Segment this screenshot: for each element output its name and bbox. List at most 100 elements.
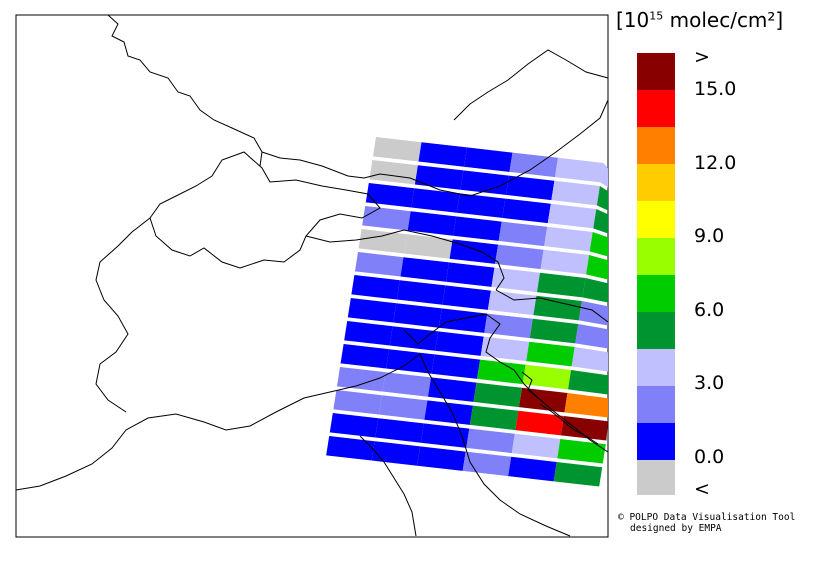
swath-pixel: [396, 280, 446, 305]
swath-pixel: [347, 298, 397, 323]
legend-bin: [637, 349, 675, 386]
legend-bin: [637, 238, 675, 275]
border-france-north: [107, 14, 263, 167]
swath-pixel: [540, 249, 590, 275]
swath-pixel: [502, 198, 551, 224]
credit-line-1: © POLPO Data Visualisation Tool: [618, 512, 796, 523]
swath-pixel: [344, 321, 393, 346]
swath-pixel: [453, 216, 502, 241]
swath-pixel: [329, 413, 379, 438]
country-borders: [15, 14, 609, 537]
swath-pixel: [326, 436, 375, 461]
swath-pixel: [400, 257, 449, 282]
swath-pixel: [358, 229, 408, 254]
swath-pixel: [586, 255, 608, 280]
legend-title: [1015 molec/cm²]: [616, 8, 784, 32]
swath-pixel: [404, 234, 453, 259]
legend-bin: [637, 53, 675, 90]
swath-pixel: [544, 226, 593, 252]
legend-bin: [637, 90, 675, 127]
swath-pixel: [378, 395, 428, 420]
swath-pixel: [411, 188, 460, 213]
legend-tick-label: >: [694, 46, 710, 68]
swath-pixel: [351, 275, 400, 300]
swath-pixel: [596, 186, 608, 211]
swath-pixel: [526, 341, 575, 367]
swath-pixel: [365, 183, 415, 208]
legend-tick-label: 3.0: [694, 372, 725, 394]
legend-bin: [637, 460, 675, 495]
legend-bin: [637, 423, 675, 460]
legend-tick-label: 9.0: [694, 225, 725, 247]
swath-pixel: [578, 301, 608, 326]
legend-color-bar: [637, 53, 675, 495]
swath-pixel: [515, 410, 564, 436]
legend-bin: [637, 386, 675, 423]
island-small: [521, 371, 539, 399]
swath-pixel: [371, 441, 421, 466]
legend-bin: [637, 312, 675, 349]
swath-pixel: [336, 367, 386, 392]
swath-pixel: [553, 462, 603, 487]
swath-pixel: [407, 211, 457, 236]
swath-pixel: [551, 180, 600, 206]
border-italy-alps: [95, 217, 151, 413]
swath-pixel: [593, 209, 608, 234]
border-slovenia-croatia: [495, 289, 609, 323]
legend-tick-label: <: [694, 478, 710, 500]
swath-pixel: [498, 221, 548, 247]
swath-pixel: [362, 206, 411, 231]
swath-pixel: [333, 390, 382, 415]
swath-pixel: [431, 354, 481, 379]
border-san-marino: [359, 435, 417, 537]
swath-pixel: [511, 433, 561, 459]
swath-pixel: [417, 446, 466, 471]
swath-pixel: [487, 290, 537, 316]
swath-pixel: [372, 137, 422, 162]
credit-line-2: designed by EMPA: [630, 523, 722, 534]
swath-pixel: [495, 244, 544, 270]
swath-pixel: [547, 203, 597, 229]
swath-pixel: [389, 326, 439, 351]
swath-pixel: [369, 160, 418, 185]
swath-pixel: [435, 331, 484, 356]
swath-pixel: [420, 423, 470, 448]
swath-pixel: [445, 262, 495, 287]
swath-pixel: [571, 347, 608, 372]
swath-pixel: [393, 303, 442, 328]
swath-pixel: [473, 382, 522, 408]
swath-pixel: [354, 252, 404, 277]
swath-pixel: [518, 387, 568, 413]
legend-tick-label: 12.0: [694, 152, 737, 174]
swath-pixel: [460, 170, 509, 195]
swath-pixel: [427, 377, 477, 402]
swath-pixel: [414, 165, 464, 190]
border-austria-north: [453, 49, 609, 121]
legend-bin: [637, 201, 675, 238]
swath-pixel: [522, 364, 572, 390]
border-germany-austria: [261, 99, 609, 197]
swath-pixel: [382, 372, 431, 397]
legend-tick-label: 0.0: [694, 446, 725, 468]
legend-bin: [637, 127, 675, 164]
swath-pixel: [575, 324, 608, 349]
swath-pixel: [438, 308, 488, 333]
legend-bin: [637, 275, 675, 312]
swath-pixel: [589, 232, 608, 257]
swath-pixel: [449, 239, 499, 264]
swath-pixel: [560, 416, 608, 441]
swath-pixel: [491, 267, 540, 293]
swath-pixel: [469, 405, 519, 431]
swath-pixel: [533, 295, 582, 321]
satellite-swath: [326, 137, 608, 487]
legend-tick-label: 15.0: [694, 78, 737, 100]
swath-pixel: [582, 278, 608, 303]
coast-adriatic-west: [419, 353, 571, 537]
swath-pixel: [477, 359, 526, 385]
coast-adriatic-north: [403, 313, 609, 453]
legend-tick-label: 6.0: [694, 299, 725, 321]
swath-pixel: [480, 336, 530, 362]
swath-pixel: [529, 318, 579, 344]
swath-pixel: [484, 313, 533, 339]
swath-pixel: [508, 456, 557, 482]
